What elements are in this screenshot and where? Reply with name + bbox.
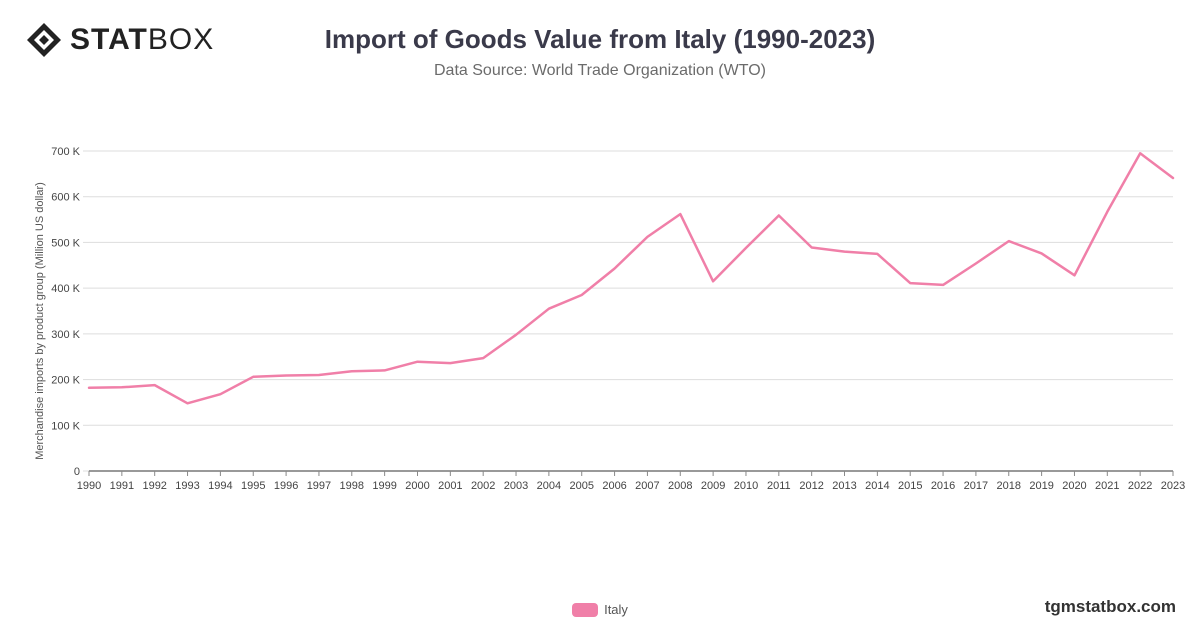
legend-label: Italy — [604, 602, 628, 617]
y-tick-label: 300 K — [51, 329, 80, 341]
data-point — [119, 384, 125, 390]
data-point — [1137, 150, 1143, 156]
y-tick-label: 0 — [74, 466, 80, 478]
x-tick-label: 2019 — [1029, 480, 1053, 492]
x-tick-label: 2023 — [1161, 480, 1185, 492]
data-point — [1104, 209, 1110, 215]
x-tick-label: 1990 — [77, 480, 101, 492]
x-tick-label: 1992 — [142, 480, 166, 492]
brand-wordmark-bold: STAT — [70, 23, 148, 56]
data-point — [1039, 250, 1045, 256]
y-tick-label: 100 K — [51, 420, 80, 432]
x-tick-label: 2013 — [832, 480, 856, 492]
y-axis-label: Merchandise imports by product group (Mi… — [34, 182, 46, 460]
data-point — [809, 244, 815, 250]
x-tick-label: 2000 — [405, 480, 429, 492]
x-tick-label: 1998 — [340, 480, 364, 492]
data-point — [1006, 238, 1012, 244]
chart-subtitle: Data Source: World Trade Organization (W… — [434, 62, 766, 79]
data-point — [644, 234, 650, 240]
data-point — [743, 245, 749, 251]
diamond-logo-icon — [27, 23, 61, 57]
x-tick-label: 2003 — [504, 480, 528, 492]
y-tick-label: 700 K — [51, 146, 80, 158]
data-point — [579, 292, 585, 298]
x-tick-label: 1993 — [175, 480, 199, 492]
x-tick-label: 2022 — [1128, 480, 1152, 492]
x-tick-label: 2007 — [635, 480, 659, 492]
data-point — [283, 372, 289, 378]
data-point — [973, 260, 979, 266]
data-point — [349, 368, 355, 374]
y-tick-label: 200 K — [51, 375, 80, 387]
data-point — [842, 249, 848, 255]
chart-title: Import of Goods Value from Italy (1990-2… — [324, 24, 876, 54]
data-point — [874, 251, 880, 257]
x-tick-label: 1999 — [372, 480, 396, 492]
chart-legend[interactable]: Italy — [0, 602, 1200, 617]
x-tick-label: 1991 — [110, 480, 134, 492]
data-point — [710, 278, 716, 284]
data-point — [677, 211, 683, 217]
x-tick-label: 2021 — [1095, 480, 1119, 492]
x-tick-label: 2004 — [537, 480, 561, 492]
x-tick-label: 2008 — [668, 480, 692, 492]
data-point — [940, 282, 946, 288]
y-tick-label: 500 K — [51, 237, 80, 249]
data-point — [382, 367, 388, 373]
data-point — [447, 360, 453, 366]
data-point — [217, 391, 223, 397]
data-point — [612, 265, 618, 271]
data-point — [480, 355, 486, 361]
data-point — [513, 332, 519, 338]
x-tick-label: 1996 — [274, 480, 298, 492]
x-tick-label: 2006 — [602, 480, 626, 492]
data-point — [316, 372, 322, 378]
brand-wordmark: STATBOX — [70, 22, 214, 58]
data-point — [250, 374, 256, 380]
x-tick-label: 2014 — [865, 480, 889, 492]
x-tick-label: 2020 — [1062, 480, 1086, 492]
x-tick-label: 1995 — [241, 480, 265, 492]
x-tick-label: 2001 — [438, 480, 462, 492]
site-footer: tgmstatbox.com — [1044, 597, 1176, 616]
x-tick-label: 2018 — [997, 480, 1021, 492]
data-point — [1071, 272, 1077, 278]
brand-wordmark-light: BOX — [147, 23, 215, 56]
x-tick-label: 1994 — [208, 480, 232, 492]
y-tick-label: 400 K — [51, 283, 80, 295]
data-point — [546, 306, 552, 312]
x-tick-label: 2002 — [471, 480, 495, 492]
x-tick-label: 2016 — [931, 480, 955, 492]
data-point — [185, 400, 191, 406]
x-tick-label: 2009 — [701, 480, 725, 492]
data-point — [907, 280, 913, 286]
x-tick-label: 2011 — [767, 480, 791, 492]
x-tick-label: 2015 — [898, 480, 922, 492]
x-tick-label: 1997 — [307, 480, 331, 492]
data-point — [776, 212, 782, 218]
x-tick-label: 2017 — [964, 480, 988, 492]
x-tick-label: 2005 — [569, 480, 593, 492]
x-tick-label: 2012 — [799, 480, 823, 492]
data-point — [86, 385, 92, 391]
data-point — [152, 382, 158, 388]
y-tick-label: 600 K — [51, 192, 80, 204]
series-line-italy — [87, 152, 1175, 405]
legend-swatch — [572, 602, 599, 617]
data-point — [414, 359, 420, 365]
brand-logo: STATBOX — [26, 22, 214, 58]
data-point — [1170, 175, 1176, 181]
x-tick-label: 2010 — [734, 480, 758, 492]
